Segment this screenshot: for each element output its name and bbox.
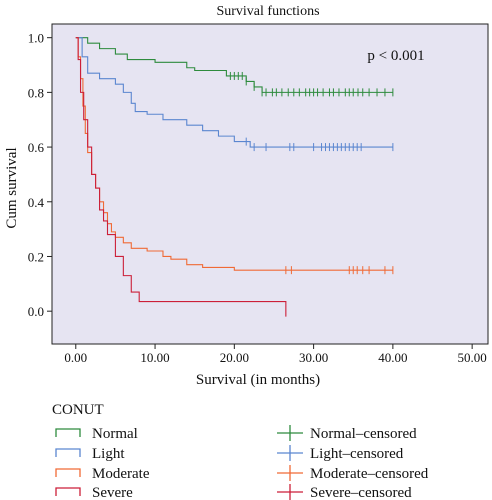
legend-censored-label-moderate: Moderate–censored: [310, 466, 429, 482]
y-tick-label: 0.2: [28, 249, 44, 264]
legend-swatch-severe: [55, 487, 81, 496]
legend-censored-label-light: Light–censored: [310, 446, 404, 462]
line-moderate: [75, 37, 393, 271]
x-tick-label: 10.00: [140, 350, 169, 365]
plot-area: [51, 23, 489, 345]
y-tick-label: 0.0: [28, 304, 44, 319]
legend-swatch-normal: [55, 428, 81, 437]
chart-title: Survival functions: [216, 4, 319, 19]
legend-swatch-light: [55, 448, 81, 457]
legend-censored-label-normal: Normal–censored: [310, 426, 417, 442]
legend-label-normal: Normal: [92, 426, 138, 442]
annotation-pvalue: p < 0.001: [367, 48, 424, 64]
x-axis-label: Survival (in months): [196, 372, 320, 388]
x-tick-label: 40.00: [378, 350, 407, 365]
line-normal: [75, 37, 393, 93]
x-tick-label: 20.00: [220, 350, 249, 365]
y-tick-label: 0.8: [28, 85, 44, 100]
line-severe: [75, 37, 287, 317]
axis-ticks: 0.00 10.00 20.00 30.00 40.00 50.00 0.0 0.2 0.4 0.…: [28, 31, 487, 365]
censored-markers: [229, 71, 394, 275]
legend-swatch-moderate: [55, 468, 81, 477]
legend-label-severe: Severe: [92, 485, 133, 500]
legend-label-light: Light: [92, 446, 125, 462]
y-axis-label: Cum survival: [4, 147, 20, 228]
y-tick-label: 0.4: [28, 195, 45, 210]
series-lines: [75, 37, 393, 317]
legend-title: CONUT: [52, 402, 104, 418]
y-tick-label: 1.0: [28, 31, 44, 46]
x-tick-label: 0.00: [64, 350, 87, 365]
x-tick-label: 50.00: [458, 350, 487, 365]
y-tick-label: 0.6: [28, 140, 45, 155]
line-light: [75, 37, 393, 148]
legend: Normal Normal–censored Light Light–censored…: [55, 425, 429, 500]
x-tick-label: 30.00: [299, 350, 328, 365]
legend-censored-label-severe: Severe–censored: [310, 485, 412, 500]
legend-label-moderate: Moderate: [92, 466, 150, 482]
